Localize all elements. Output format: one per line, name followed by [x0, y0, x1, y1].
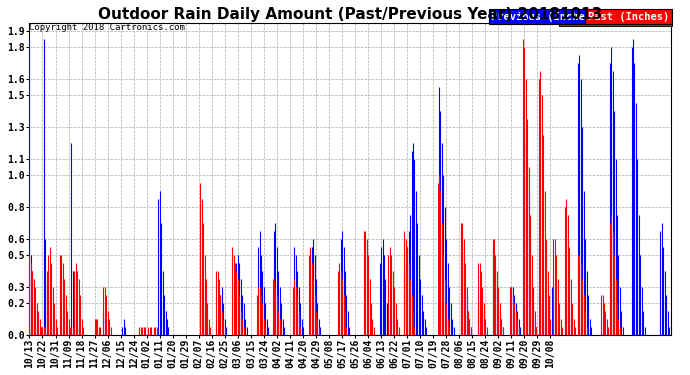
Text: Past (Inches): Past (Inches)	[588, 12, 669, 21]
Text: Previous (Inches): Previous (Inches)	[491, 12, 598, 21]
Text: Previous (Inches): Previous (Inches)	[562, 13, 669, 23]
Text: Copyright 2018 Cartronics.com: Copyright 2018 Cartronics.com	[29, 23, 185, 32]
Title: Outdoor Rain Daily Amount (Past/Previous Year) 20181013: Outdoor Rain Daily Amount (Past/Previous…	[98, 7, 602, 22]
Text: Previous (Inches): Previous (Inches)	[562, 13, 669, 23]
